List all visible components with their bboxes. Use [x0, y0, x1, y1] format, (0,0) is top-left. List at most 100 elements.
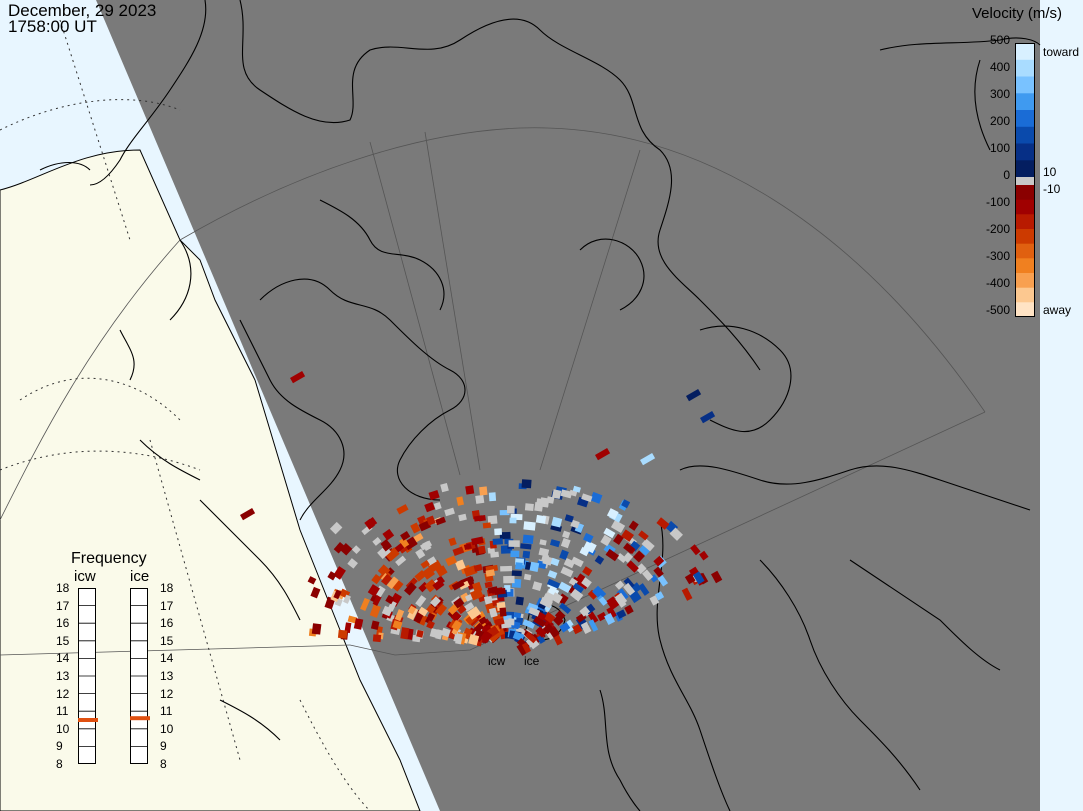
range-cell — [597, 611, 608, 622]
range-cell — [623, 582, 636, 596]
colorbar-away-segment — [1015, 287, 1035, 303]
range-cell — [623, 577, 635, 590]
colorbar-toward-segment — [1015, 76, 1035, 94]
range-cell — [472, 581, 483, 593]
frequency-radar-icw: icw — [74, 568, 96, 585]
range-cell — [559, 549, 569, 560]
range-cell — [570, 519, 580, 529]
range-cell — [492, 538, 503, 545]
range-cell — [711, 570, 723, 584]
range-cell — [570, 556, 584, 568]
range-cell — [638, 543, 651, 556]
range-cell — [571, 623, 583, 635]
range-cell — [579, 606, 591, 617]
range-cell — [468, 634, 480, 646]
graticule-day — [0, 19, 371, 811]
range-cell — [415, 595, 427, 608]
range-cell — [382, 528, 395, 541]
range-cell — [370, 620, 380, 630]
range-cell — [424, 501, 436, 513]
range-cell — [512, 621, 521, 629]
range-cell — [479, 486, 488, 496]
range-cell — [575, 573, 586, 584]
range-cell — [396, 504, 409, 515]
range-cell — [621, 499, 631, 509]
range-cell — [592, 585, 607, 600]
range-cell — [605, 596, 620, 611]
range-cell — [426, 620, 435, 630]
range-cell — [458, 513, 467, 522]
velocity-label-neg400: -400 — [985, 276, 1010, 290]
range-cell — [347, 558, 358, 569]
range-cell — [538, 547, 550, 557]
range-cell — [451, 611, 462, 623]
range-cell — [550, 557, 560, 567]
range-cell — [539, 539, 547, 546]
range-cell — [598, 596, 608, 606]
velocity-label-away: away — [1043, 303, 1072, 317]
range-cell — [560, 489, 573, 499]
range-cell — [400, 627, 410, 640]
range-cell — [587, 611, 599, 624]
range-cell — [490, 551, 500, 558]
range-cell — [351, 545, 361, 555]
range-cell — [529, 561, 540, 573]
range-cell — [435, 516, 446, 526]
range-cell — [435, 629, 443, 640]
range-cell — [552, 615, 564, 626]
range-cell — [343, 594, 351, 604]
range-cell — [640, 453, 656, 466]
range-cell — [494, 528, 503, 536]
graticule — [0, 127, 986, 656]
frequency-marker-ice — [130, 716, 150, 721]
range-cell — [339, 543, 353, 556]
velocity-label-neg200: -200 — [985, 222, 1010, 236]
range-cell — [473, 622, 484, 634]
frequency-scale-label: 17 — [160, 598, 174, 613]
range-cell — [487, 586, 499, 594]
colorbar-away-segment — [1015, 185, 1035, 201]
frequency-scale-label: 10 — [56, 721, 70, 736]
range-cell — [641, 538, 655, 552]
velocity-label-neg10: -10 — [1043, 182, 1061, 196]
time-label: 1758:00 UT — [8, 17, 97, 36]
range-cell — [471, 536, 484, 546]
range-cell — [418, 606, 429, 617]
range-cell — [421, 566, 435, 580]
range-cell — [569, 588, 584, 602]
range-cell — [515, 562, 523, 570]
velocity-colorbar — [1015, 43, 1035, 317]
range-cell — [692, 571, 705, 585]
range-cell — [451, 579, 465, 591]
range-cell — [452, 546, 465, 557]
velocity-label-400: 400 — [989, 60, 1010, 74]
range-cell — [583, 532, 594, 543]
frequency-title: Frequency — [71, 550, 147, 567]
range-cell — [699, 550, 709, 561]
range-cell — [684, 573, 696, 585]
range-cell — [581, 493, 593, 503]
velocity-label-0: 0 — [1003, 168, 1010, 182]
range-cell — [614, 592, 628, 606]
range-cell — [473, 564, 483, 572]
range-cell — [240, 508, 256, 521]
range-cell — [520, 543, 532, 550]
range-cell — [445, 555, 457, 567]
velocity-label-100: 100 — [989, 141, 1010, 155]
range-cell — [613, 533, 624, 545]
range-cell — [448, 537, 457, 547]
range-cell — [513, 612, 522, 619]
range-cell — [485, 569, 496, 577]
range-cell — [606, 606, 617, 619]
range-cell — [372, 634, 382, 643]
range-cell — [399, 537, 410, 549]
colorbar-zero-segment — [1015, 177, 1035, 185]
range-cell — [381, 573, 393, 586]
range-cell — [649, 595, 660, 606]
range-cell — [488, 607, 498, 618]
range-cell — [499, 607, 507, 617]
range-cell — [536, 498, 550, 508]
frequency-scale-label: 10 — [160, 721, 174, 736]
range-cell — [420, 559, 430, 569]
velocity-label-neg300: -300 — [985, 249, 1010, 263]
